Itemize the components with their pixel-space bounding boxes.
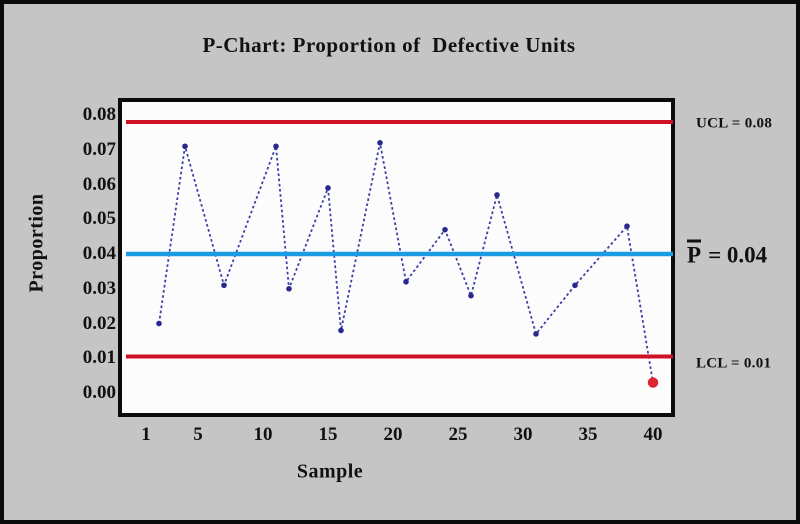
data-point-marker (377, 140, 383, 146)
y-tick-label: 0.06 (82, 173, 116, 195)
data-point-marker (325, 185, 331, 191)
x-tick-label: 5 (193, 424, 203, 445)
data-point-marker (624, 223, 630, 229)
data-point-marker (494, 192, 500, 198)
data-point-marker (182, 143, 188, 150)
y-tick-label: 0.08 (82, 104, 116, 125)
chart-title: P-Chart: Proportion of Defective Units (202, 33, 576, 57)
data-point-marker (533, 331, 539, 337)
data-point-marker (442, 226, 448, 233)
y-tick-label: 0.00 (82, 382, 116, 403)
y-tick-label: 0.01 (82, 347, 116, 369)
x-tick-label: 30 (513, 424, 533, 445)
data-point-marker (156, 320, 162, 327)
x-tick-label: 20 (383, 424, 403, 445)
x-tick-label: 25 (448, 424, 468, 445)
x-axis-title: Sample (296, 460, 364, 483)
p-bar-symbol: P (687, 239, 702, 267)
data-point-marker (286, 285, 292, 292)
data-series-line (158, 142, 654, 383)
data-point-marker (338, 327, 344, 334)
lcl-label: LCL = 0.01 (696, 355, 772, 372)
data-point-marker (572, 282, 578, 289)
y-tick-label: 0.07 (82, 138, 116, 160)
y-tick-label: 0.05 (82, 208, 116, 230)
out-of-control-point (647, 377, 659, 388)
x-tick-label: 35 (578, 424, 598, 445)
data-point-marker (403, 279, 409, 285)
ucl-label: UCL = 0.08 (696, 115, 773, 132)
y-tick-label: 0.02 (82, 312, 116, 334)
y-axis-title: Proportion (25, 193, 48, 293)
plot-area (118, 98, 675, 417)
x-tick-label: 15 (318, 424, 338, 445)
chart-canvas (126, 119, 673, 388)
y-tick-label: 0.03 (82, 277, 116, 299)
y-tick-label: 0.04 (82, 243, 116, 264)
data-point-marker (273, 143, 279, 150)
x-tick-label: 1 (141, 424, 151, 445)
center-line-value: = 0.04 (708, 242, 768, 268)
data-point-marker (221, 282, 227, 289)
x-tick-label: 40 (643, 424, 663, 445)
data-point-marker (468, 292, 474, 299)
x-tick-label: 10 (253, 424, 273, 445)
center-line-label: P = 0.04 (687, 239, 768, 269)
